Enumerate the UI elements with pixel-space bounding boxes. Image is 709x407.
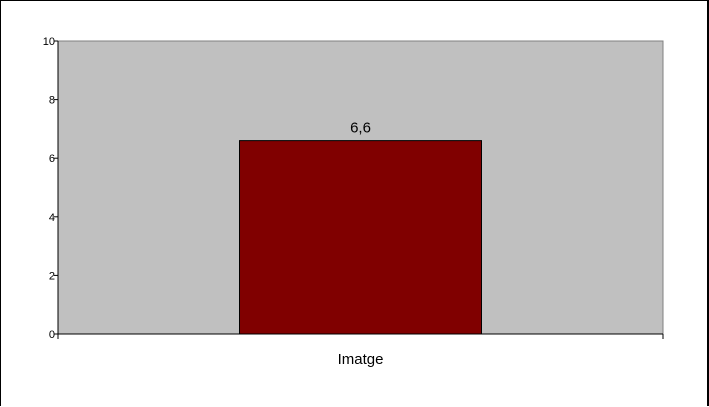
bar bbox=[239, 140, 482, 335]
y-tick-label: 4 bbox=[49, 212, 55, 224]
y-tick-label: 8 bbox=[49, 95, 55, 107]
y-tick-label: 6 bbox=[49, 153, 55, 165]
y-tick-label: 2 bbox=[49, 270, 55, 282]
bar-data-label: 6,6 bbox=[350, 120, 371, 137]
x-category-label: Imatge bbox=[338, 351, 384, 368]
y-tick-label: 10 bbox=[43, 36, 55, 48]
y-tick-label: 0 bbox=[49, 329, 55, 341]
